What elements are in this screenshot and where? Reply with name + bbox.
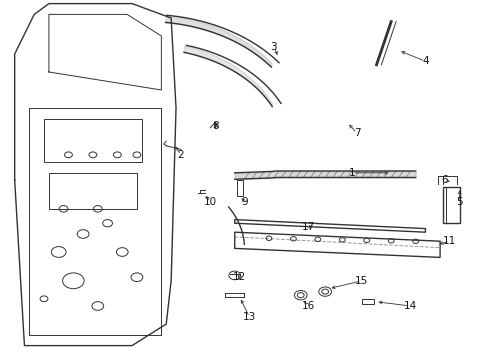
Text: 5: 5: [455, 197, 462, 207]
Text: 1: 1: [348, 168, 355, 178]
Bar: [236, 180, 242, 196]
Text: 8: 8: [211, 121, 218, 131]
Text: 14: 14: [403, 301, 417, 311]
Text: 3: 3: [270, 42, 277, 52]
Text: 17: 17: [301, 222, 314, 232]
Text: 4: 4: [421, 56, 428, 66]
Text: 16: 16: [301, 301, 314, 311]
Bar: [49, 173, 137, 209]
Bar: [361, 299, 373, 304]
Text: 6: 6: [441, 175, 447, 185]
Text: 7: 7: [353, 128, 360, 138]
Text: 13: 13: [242, 312, 256, 322]
Text: 2: 2: [177, 150, 184, 160]
Text: 9: 9: [241, 197, 247, 207]
Bar: [44, 119, 142, 162]
Text: 12: 12: [232, 272, 246, 282]
Text: 11: 11: [442, 236, 456, 246]
Bar: [442, 187, 459, 223]
Text: 15: 15: [354, 276, 368, 286]
Text: 10: 10: [203, 197, 216, 207]
